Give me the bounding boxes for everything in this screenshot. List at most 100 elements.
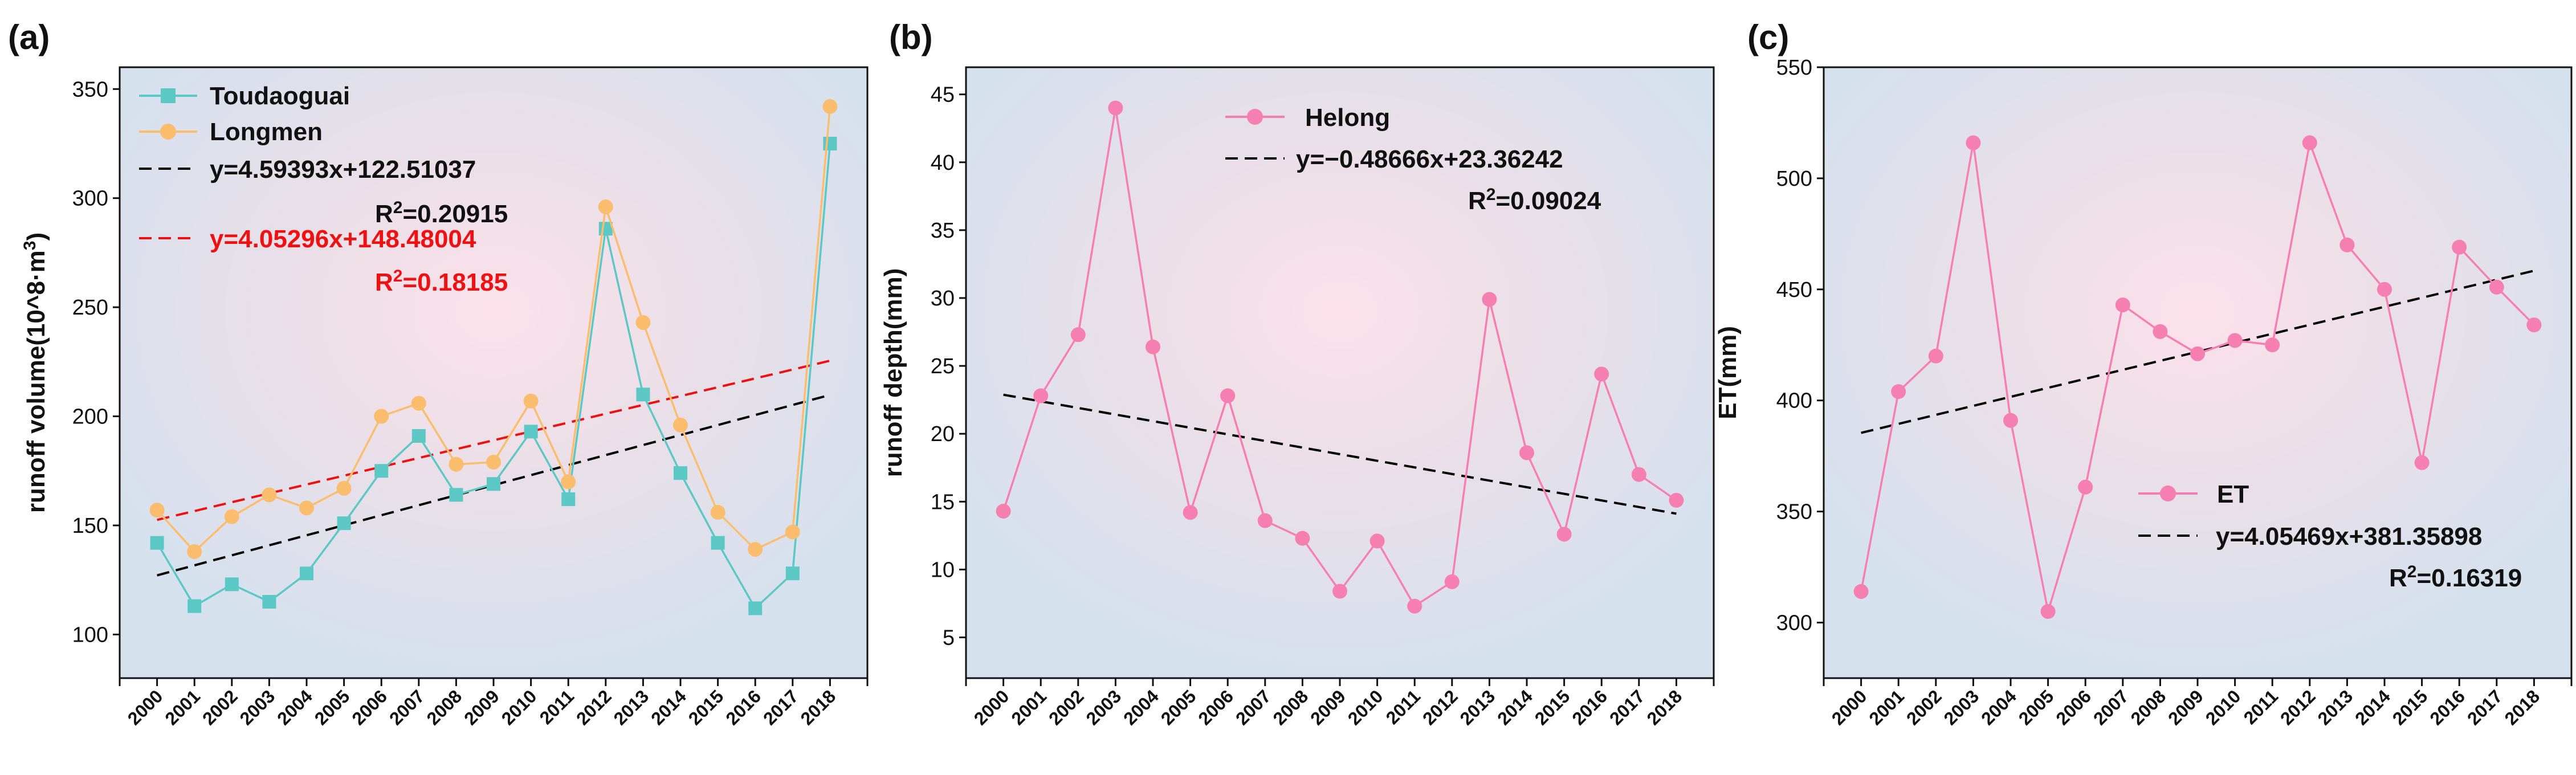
x-tick-label-c-2017: 2017 <box>2463 686 2506 729</box>
y-label-b: runoff depth(mm) <box>879 268 907 478</box>
point-toudaoguai-2007 <box>411 429 426 443</box>
fit-r2-sup-et: 2 <box>2407 562 2417 581</box>
legend-label-helong: Helong <box>1305 104 1390 132</box>
fit-r2-value-longmen: =0.18185 <box>402 268 508 296</box>
fit-r2-sup-helong: 2 <box>1486 185 1496 204</box>
x-ticks-b: 2000200120022003200420052006200720082009… <box>965 678 1715 729</box>
point-longmen-2018 <box>822 99 838 114</box>
point-helong-2007 <box>1257 513 1273 528</box>
point-et-2010 <box>2227 333 2243 348</box>
point-toudaoguai-2000 <box>150 536 164 550</box>
point-helong-2010 <box>1369 533 1385 549</box>
x-tick-label-c-2000: 2000 <box>1828 686 1871 729</box>
y-tick-label-b-25: 25 <box>931 354 955 378</box>
legend-entry-longmen: Longmen <box>139 118 323 146</box>
x-tick-label-b-2009: 2009 <box>1306 686 1350 729</box>
y-tick-label-a-250: 250 <box>72 296 108 320</box>
y-tick-label-b-20: 20 <box>931 422 955 446</box>
legend-b: Helong y=−0.48666x+23.36242 R2=0.09024 <box>1225 104 1601 215</box>
x-tick-label-a-2008: 2008 <box>423 686 466 729</box>
legend-c: ET y=4.05469x+381.35898 R2=0.16319 <box>2138 480 2522 592</box>
y-tick-label-c-500: 500 <box>1776 167 1812 191</box>
y-axis-label-c: ET(mm) <box>1714 326 1742 419</box>
y-tick-label-a-350: 350 <box>72 78 108 101</box>
fit-equation-et: y=4.05469x+381.35898 <box>2216 523 2482 550</box>
point-toudaoguai-2017 <box>785 566 800 581</box>
point-helong-2002 <box>1070 327 1086 342</box>
y-tick-label-c-350: 350 <box>1776 500 1812 524</box>
fit-r2-sup-toudaoguai: 2 <box>393 198 403 217</box>
legend-entry-fit-helong: y=−0.48666x+23.36242 R2=0.09024 <box>1225 145 1601 215</box>
point-longmen-2002 <box>224 509 239 524</box>
x-tick-label-b-2004: 2004 <box>1119 686 1163 729</box>
fit-r2-letter-helong: R <box>1468 187 1486 215</box>
legend-marker-toudaoguai <box>161 88 176 103</box>
point-toudaoguai-2015 <box>711 536 725 550</box>
point-toudaoguai-2001 <box>188 599 202 613</box>
y-axis-label-b: runoff depth(mm) <box>879 268 907 478</box>
y-tick-label-a-150: 150 <box>72 514 108 538</box>
point-helong-2015 <box>1556 527 1572 542</box>
point-longmen-2004 <box>299 500 314 516</box>
x-tick-label-b-2017: 2017 <box>1605 686 1649 729</box>
fit-equation-longmen: y=4.05296x+148.48004 <box>210 225 476 253</box>
x-tick-label-c-2010: 2010 <box>2202 686 2245 729</box>
y-tick-label-b-35: 35 <box>931 219 955 243</box>
x-tick-label-c-2002: 2002 <box>1902 686 1946 729</box>
fit-r2-helong: R2=0.09024 <box>1468 185 1601 215</box>
x-tick-label-a-2000: 2000 <box>124 686 167 729</box>
point-longmen-2006 <box>374 409 389 424</box>
point-helong-2005 <box>1183 505 1198 520</box>
point-helong-2018 <box>1669 492 1684 508</box>
point-et-2002 <box>1928 348 1943 364</box>
x-tick-label-b-2001: 2001 <box>1007 686 1050 729</box>
point-et-2016 <box>2452 239 2467 255</box>
y-tick-label-a-300: 300 <box>72 187 108 211</box>
fit-r2-et: R2=0.16319 <box>2389 562 2522 592</box>
y-tick-label-b-45: 45 <box>931 83 955 107</box>
x-tick-label-b-2000: 2000 <box>970 686 1013 729</box>
plot-area-a <box>119 66 869 679</box>
point-et-2004 <box>2003 413 2018 428</box>
point-helong-2012 <box>1444 574 1460 589</box>
series-c <box>1853 135 2542 619</box>
x-tick-label-b-2002: 2002 <box>1045 686 1088 729</box>
point-toudaoguai-2010 <box>524 425 538 439</box>
x-tick-label-a-2012: 2012 <box>572 686 616 729</box>
x-tick-label-b-2016: 2016 <box>1568 686 1611 729</box>
x-tick-label-c-2007: 2007 <box>2089 686 2133 729</box>
panel-b: (b) runoff depth(mm) 5 10 15 20 25 30 35 40 45 2… <box>879 18 1715 729</box>
point-toudaoguai-2005 <box>337 516 351 531</box>
x-tick-label-c-2011: 2011 <box>2240 686 2282 728</box>
legend-label-et: ET <box>2217 480 2249 508</box>
point-longmen-2000 <box>149 503 165 518</box>
point-toudaoguai-2016 <box>748 601 763 615</box>
point-longmen-2010 <box>523 393 539 409</box>
x-tick-label-c-2006: 2006 <box>2052 686 2095 729</box>
x-tick-label-a-2015: 2015 <box>684 686 728 729</box>
point-et-2017 <box>2489 279 2504 295</box>
point-longmen-2008 <box>449 456 464 472</box>
y-tick-label-a-100: 100 <box>72 623 108 647</box>
point-helong-2013 <box>1482 292 1497 307</box>
point-et-2000 <box>1853 584 1869 599</box>
x-tick-label-b-2007: 2007 <box>1232 686 1275 729</box>
y-tick-label-c-300: 300 <box>1776 611 1812 635</box>
y-tick-label-a-200: 200 <box>72 405 108 429</box>
point-helong-2008 <box>1295 531 1310 546</box>
fit-r2-value-helong: =0.09024 <box>1495 187 1601 215</box>
y-tick-label-b-40: 40 <box>931 151 955 175</box>
x-tick-label-a-2009: 2009 <box>460 686 503 729</box>
y-label-tail-a: ) <box>22 232 50 241</box>
x-tick-label-b-2015: 2015 <box>1531 686 1574 729</box>
point-toudaoguai-2013 <box>636 388 650 402</box>
x-ticks-c: 2000200120022003200420052006200720082009… <box>1823 678 2573 729</box>
point-longmen-2017 <box>785 524 800 540</box>
point-longmen-2009 <box>486 454 501 470</box>
point-longmen-2014 <box>673 417 688 433</box>
x-tick-label-b-2010: 2010 <box>1344 686 1387 729</box>
y-label-sup-a: 3 <box>21 241 39 251</box>
point-et-2015 <box>2414 455 2430 470</box>
plot-area-b <box>965 66 1715 679</box>
